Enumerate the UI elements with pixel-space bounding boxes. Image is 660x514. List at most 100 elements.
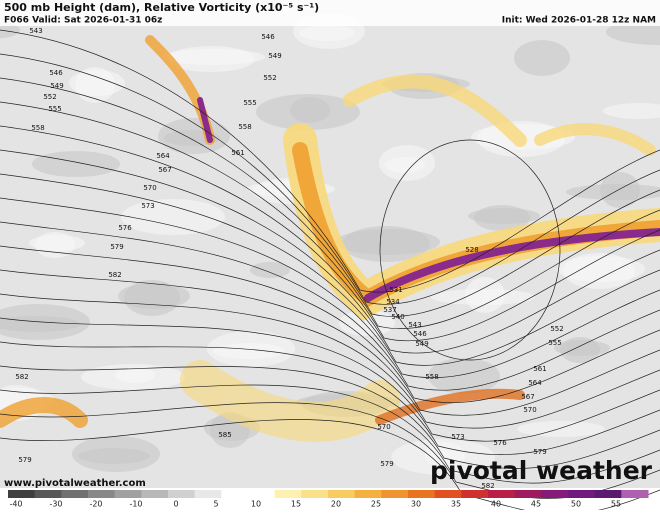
contour-label: 570 [143, 184, 156, 192]
init-time: Init: Wed 2026-01-28 12z NAM [502, 16, 656, 26]
contour-label: 552 [263, 74, 276, 82]
cloud-texture [78, 448, 150, 464]
cloud-texture [250, 262, 290, 278]
contour-label: 579 [110, 243, 123, 251]
colorbar-label: 20 [331, 500, 341, 509]
colorbar-swatch [621, 490, 649, 498]
colorbar-swatch [434, 490, 462, 498]
colorbar-label: 45 [531, 500, 541, 509]
logo: pivotal weather [430, 456, 653, 485]
header-band [0, 0, 660, 26]
contour-label: 582 [108, 271, 121, 279]
contour-label: 558 [31, 124, 44, 132]
height-contour [0, 293, 660, 429]
contour-label: 573 [451, 433, 464, 441]
contour-label: 582 [481, 482, 494, 490]
contour-label: 579 [18, 456, 31, 464]
contour-label: 564 [156, 152, 170, 160]
colorbar-label: -40 [9, 500, 22, 509]
colorbar-swatch [274, 490, 302, 498]
contour-label: 555 [48, 105, 61, 113]
contour-label: 546 [49, 69, 63, 77]
cloud-texture [81, 364, 185, 390]
height-contour [0, 245, 660, 404]
vorticity-band [534, 123, 656, 156]
colorbar-label: 10 [251, 500, 261, 509]
height-contour [0, 419, 660, 514]
height-contour [0, 384, 660, 484]
colorbar-swatch [114, 490, 142, 498]
contour-label: 534 [386, 298, 400, 306]
contour-label: 552 [43, 93, 56, 101]
colorbar-swatch [381, 490, 409, 498]
colorbar-swatch [541, 490, 569, 498]
colorbar-label: 0 [173, 500, 178, 509]
contour-label: 543 [29, 27, 42, 35]
contour-label: 558 [425, 373, 438, 381]
contour-label: 531 [389, 286, 402, 294]
colorbar-label: -10 [129, 500, 142, 509]
contour-label: 555 [548, 339, 561, 347]
contour-label: 564 [528, 379, 542, 387]
height-contour [0, 173, 660, 366]
height-contour [0, 197, 660, 379]
cloud-texture [75, 67, 115, 103]
contour-label: 567 [521, 393, 534, 401]
contour-label: 546 [413, 330, 427, 338]
height-contour [0, 221, 660, 391]
colorbar-swatch [354, 490, 382, 498]
contour-label: 543 [408, 321, 421, 329]
colorbar-label: -20 [89, 500, 102, 509]
height-contour [0, 53, 660, 305]
cloud-texture [431, 289, 535, 305]
height-contour [0, 341, 660, 455]
cloud-texture [213, 343, 285, 359]
contour-label: 549 [268, 52, 281, 60]
contour-label: 561 [231, 149, 244, 157]
vorticity-band [197, 97, 213, 143]
contour-label: 528 [465, 246, 478, 254]
colorbar-label: 25 [371, 500, 381, 509]
colorbar-swatch [514, 490, 542, 498]
colorbar-label: 5 [213, 500, 218, 509]
cloud-texture [563, 253, 635, 289]
colorbar-label: -30 [49, 500, 62, 509]
colorbar-label: 55 [611, 500, 621, 509]
colorbar-swatch [141, 490, 169, 498]
colorbar-label: 30 [411, 500, 421, 509]
contour-label: 573 [141, 202, 154, 210]
colorbar-swatch [88, 490, 116, 498]
contour-label: 558 [238, 123, 251, 131]
contour-label: 546 [261, 33, 275, 41]
colorbar-label: 40 [491, 500, 501, 509]
contour-label: 585 [218, 431, 231, 439]
cloud-texture [32, 151, 120, 177]
cloud-texture [385, 157, 425, 173]
cloud-texture [256, 94, 360, 130]
colorbar-swatch [221, 490, 249, 498]
contour-label: 540 [391, 313, 404, 321]
contour-label: 552 [550, 325, 563, 333]
colorbar-swatch [34, 490, 62, 498]
colorbar-swatch [328, 490, 356, 498]
height-contour [0, 365, 660, 469]
contour-label: 555 [243, 99, 256, 107]
vorticity-band [343, 74, 527, 147]
cloud-texture [0, 22, 20, 38]
height-contour [0, 77, 660, 317]
cloud-texture [124, 280, 180, 316]
cloud-texture [474, 205, 530, 231]
cloud-texture [566, 184, 660, 200]
low-center [379, 139, 561, 361]
colorbar-swatch [594, 490, 622, 498]
height-contour [0, 29, 660, 293]
contour-label: 570 [377, 423, 390, 431]
contour-label: 567 [158, 166, 171, 174]
colorbar-swatch [248, 490, 276, 498]
contour-label: 576 [493, 439, 507, 447]
cloud-texture [167, 46, 255, 72]
colorbar-swatch [301, 490, 329, 498]
contour-label: 549 [415, 340, 428, 348]
contour-label: 549 [50, 82, 63, 90]
